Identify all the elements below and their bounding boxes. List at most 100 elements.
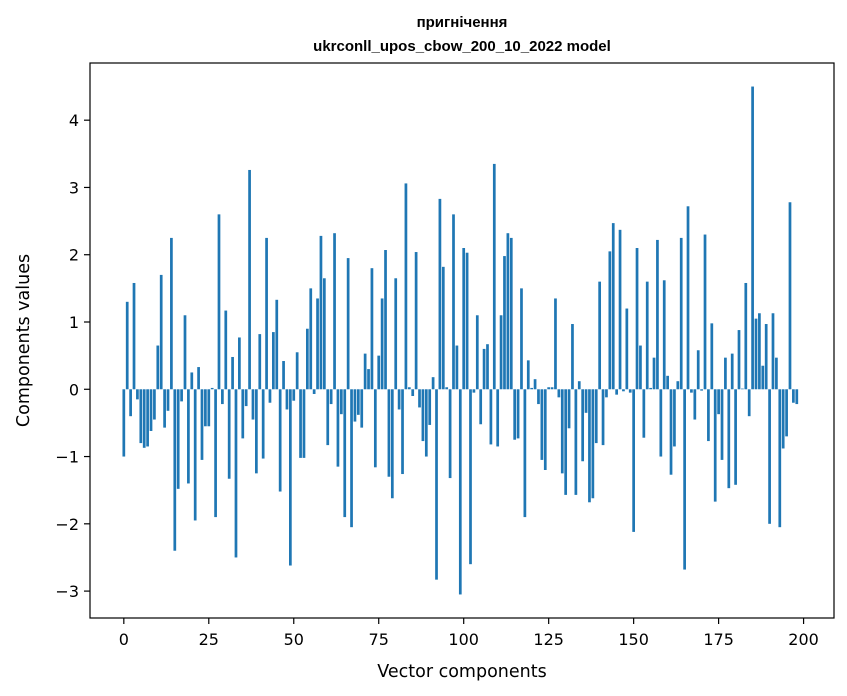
bar-111 [499, 315, 503, 390]
bar-98 [455, 345, 459, 390]
bar-107 [486, 344, 489, 390]
bar-55 [309, 288, 313, 390]
bar-52 [299, 389, 302, 458]
bar-88 [421, 389, 425, 442]
bar-68 [353, 389, 357, 422]
bar-133 [574, 389, 578, 495]
bar-39 [255, 389, 258, 474]
bar-64 [339, 389, 343, 415]
bar-132 [571, 324, 574, 390]
bar-172 [707, 389, 710, 442]
x-tick-label: 175 [703, 630, 734, 649]
bar-155 [649, 387, 652, 390]
bar-158 [659, 389, 663, 457]
bar-151 [635, 248, 639, 390]
bar-50 [292, 389, 296, 401]
bar-14 [170, 237, 173, 390]
bar-95 [445, 387, 449, 390]
bar-198 [795, 389, 799, 405]
bar-97 [452, 214, 455, 390]
bar-121 [533, 379, 537, 390]
bar-119 [526, 360, 530, 390]
bar-44 [272, 332, 275, 390]
bar-164 [679, 237, 683, 390]
y-tick-label: 3 [69, 178, 79, 197]
bar-183 [744, 282, 748, 390]
bar-160 [666, 375, 669, 390]
bar-120 [530, 387, 534, 390]
bar-37 [248, 169, 251, 390]
x-tick-label: 25 [199, 630, 219, 649]
bar-109 [492, 163, 496, 390]
bar-140 [598, 281, 602, 390]
bar-190 [768, 389, 771, 524]
bar-141 [601, 389, 605, 446]
bar-43 [268, 389, 272, 403]
bar-159 [662, 280, 666, 390]
bar-83 [404, 183, 408, 390]
bar-62 [333, 233, 336, 390]
bar-51 [295, 352, 299, 390]
bar-99 [458, 389, 462, 595]
bar-31 [227, 389, 231, 479]
bar-188 [761, 365, 765, 390]
bar-196 [788, 202, 792, 390]
bar-102 [469, 389, 472, 565]
bar-123 [540, 389, 544, 460]
bar-146 [618, 229, 622, 390]
bar-65 [343, 389, 347, 518]
bar-184 [747, 389, 751, 417]
bar-169 [696, 350, 700, 390]
bar-175 [717, 389, 720, 415]
bar-163 [676, 381, 680, 390]
bar-59 [322, 278, 326, 390]
bar-92 [435, 389, 438, 580]
bar-152 [639, 345, 642, 390]
bar-174 [713, 389, 717, 502]
bar-179 [730, 353, 734, 390]
bar-186 [754, 318, 758, 390]
bar-167 [690, 389, 693, 393]
bar-191 [771, 313, 775, 390]
bar-149 [628, 389, 632, 393]
bar-76 [380, 298, 384, 390]
y-tick-label: −3 [55, 582, 79, 601]
bar-11 [159, 274, 163, 390]
bars-group [122, 86, 799, 595]
y-tick-label: −2 [55, 515, 79, 534]
bar-67 [350, 389, 353, 528]
bar-42 [265, 237, 268, 390]
bar-157 [656, 239, 659, 390]
bar-34 [238, 337, 241, 390]
bar-24 [204, 389, 207, 427]
bar-53 [302, 389, 306, 458]
bar-180 [734, 389, 737, 485]
bar-73 [370, 268, 374, 390]
bar-18 [183, 315, 187, 390]
bar-1 [125, 301, 129, 390]
x-tick-label: 100 [448, 630, 479, 649]
bar-32 [231, 356, 234, 390]
bar-87 [418, 389, 421, 408]
bar-148 [625, 308, 629, 390]
bar-137 [588, 389, 591, 503]
bar-12 [163, 389, 166, 428]
bar-26 [210, 387, 214, 390]
bar-96 [448, 389, 452, 479]
bar-71 [363, 353, 367, 390]
bar-77 [384, 250, 387, 390]
bar-23 [200, 389, 204, 460]
bar-90 [428, 389, 432, 425]
bar-82 [401, 389, 404, 475]
bar-106 [482, 348, 486, 390]
bar-153 [642, 389, 646, 438]
x-tick-label: 200 [788, 630, 819, 649]
bar-115 [513, 389, 517, 440]
bar-173 [710, 323, 714, 390]
bar-144 [611, 223, 615, 390]
bar-91 [431, 377, 435, 390]
bar-178 [727, 389, 731, 489]
bar-85 [411, 389, 415, 396]
bar-5 [139, 389, 143, 444]
